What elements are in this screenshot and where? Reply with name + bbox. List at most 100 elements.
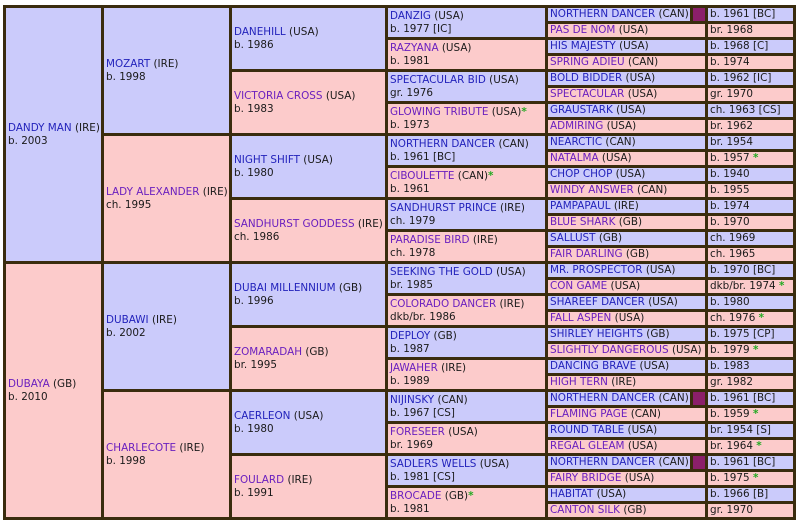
horse-name-link[interactable]: GLOWING TRIBUTE	[390, 105, 489, 118]
horse-name-link[interactable]: CHOP CHOP	[550, 168, 613, 180]
horse-name-link[interactable]: CANTON SILK	[550, 504, 620, 516]
horse-name-link[interactable]: NATALMA	[550, 152, 599, 164]
horse-name-link[interactable]: NORTHERN DANCER	[390, 137, 496, 150]
horse-name-link[interactable]: NEARCTIC	[550, 136, 603, 148]
gen3-horse: SANDHURST GODDESS (IRE) ch. 1986	[229, 197, 388, 264]
horse-info-cell: br. 1954 [S]	[705, 421, 796, 440]
gen5-horse: NORTHERN DANCER (CAN)	[545, 5, 693, 24]
horse-name-link[interactable]: SPRING ADIEU	[550, 56, 625, 68]
horse-info: b. 1989	[390, 374, 430, 387]
horse-name-link[interactable]: FALL ASPEN	[550, 312, 612, 324]
gen3-horse: DANEHILL (USA) b. 1986	[229, 5, 388, 72]
pedigree-row: DUBAYA (GB) b. 2010 DUBAWI (IRE) b. 2002 DUB…	[3, 261, 796, 520]
horse-name-link[interactable]: DUBAYA	[8, 377, 50, 390]
horse-name-link[interactable]: FORESEER	[390, 425, 445, 438]
gen5-horse: SHIRLEY HEIGHTS (GB)	[545, 325, 708, 344]
horse-country: (GB)	[53, 377, 77, 390]
horse-name-link[interactable]: SHIRLEY HEIGHTS	[550, 328, 643, 340]
horse-name-link[interactable]: CIBOULETTE	[390, 169, 455, 182]
horse-info: b. 1955	[710, 184, 750, 196]
horse-name-link[interactable]: ZOMARADAH	[234, 345, 303, 358]
gen4-horse: NIJINSKY (CAN) b. 1967 [CS]	[385, 389, 548, 424]
horse-name-link[interactable]: SPECTACULAR BID	[390, 73, 486, 86]
horse-name-link[interactable]: PAS DE NOM	[550, 24, 616, 36]
horse-info: b. 1998	[106, 454, 146, 467]
horse-name-link[interactable]: RAZYANA	[390, 41, 439, 54]
horse-name-link[interactable]: FOULARD	[234, 473, 285, 486]
horse-info: dkb/br. 1974	[710, 280, 776, 292]
horse-name-link[interactable]: NIGHT SHIFT	[234, 153, 300, 166]
horse-info: br. 1954	[710, 136, 753, 148]
horse-name-link[interactable]: LADY ALEXANDER	[106, 185, 200, 198]
horse-name-link[interactable]: CHARLECOTE	[106, 441, 177, 454]
horse-name-link[interactable]: MR. PROSPECTOR	[550, 264, 643, 276]
gen5-horse: FALL ASPEN (USA)	[545, 309, 708, 328]
horse-country: (USA)	[610, 280, 641, 292]
horse-country: (IRE)	[287, 473, 313, 486]
horse-name-link[interactable]: FAIRY BRIDGE	[550, 472, 622, 484]
horse-country: (USA)	[303, 153, 333, 166]
horse-name-link[interactable]: CON GAME	[550, 280, 608, 292]
horse-info: b. 1998	[106, 70, 146, 83]
horse-name-link[interactable]: VICTORIA CROSS	[234, 89, 323, 102]
horse-name-link[interactable]: DEPLOY	[390, 329, 431, 342]
gen5-horse: CON GAME (USA)	[545, 277, 708, 296]
horse-info: b. 1981	[390, 502, 430, 515]
horse-name-link[interactable]: COLORADO DANCER	[390, 297, 497, 310]
horse-name-link[interactable]: ADMIRING	[550, 120, 604, 132]
horse-country: (IRE)	[202, 185, 228, 198]
horse-name-link[interactable]: ROUND TABLE	[550, 424, 625, 436]
gen5-horse: NEARCTIC (CAN)	[545, 133, 708, 152]
pedigree-row: FAIR DARLING (GB) ch. 1965	[5, 245, 796, 264]
horse-name-link[interactable]: SLIGHTLY DANGEROUS	[550, 344, 669, 356]
horse-name-link[interactable]: PAMPAPAUL	[550, 200, 611, 212]
horse-country: (CAN)	[630, 408, 661, 420]
horse-name-link[interactable]: SHAREEF DANCER	[550, 296, 645, 308]
horse-name-link[interactable]: CAERLEON	[234, 409, 291, 422]
pedigree-row: LADY ALEXANDER (IRE) ch. 1995 NIGHT SHIFT …	[5, 133, 796, 264]
gen5-horse: CANTON SILK (GB)	[545, 501, 708, 520]
horse-name-link[interactable]: NORTHERN DANCER	[550, 392, 656, 404]
gen4-horse: COLORADO DANCER (IRE) dkb/br. 1986	[385, 293, 548, 328]
horse-name-link[interactable]: FLAMING PAGE	[550, 408, 628, 420]
horse-name-link[interactable]: REGAL GLEAM	[550, 440, 625, 452]
horse-name-link[interactable]: DUBAI MILLENNIUM	[234, 281, 336, 294]
horse-name-link[interactable]: SADLERS WELLS	[390, 457, 477, 470]
horse-country: (GB)	[433, 329, 457, 342]
horse-name-link[interactable]: HIGH TERN	[550, 376, 608, 388]
horse-name-link[interactable]: DANCING BRAVE	[550, 360, 637, 372]
horse-country: (GB)	[618, 216, 643, 228]
horse-name-link[interactable]: JAWAHER	[390, 361, 438, 374]
horse-name-link[interactable]: SEEKING THE GOLD	[390, 265, 493, 278]
horse-name-link[interactable]: GRAUSTARK	[550, 104, 613, 116]
horse-name-link[interactable]: SANDHURST GODDESS	[234, 217, 355, 230]
horse-name-link[interactable]: BLUE SHARK	[550, 216, 616, 228]
horse-name-link[interactable]: WINDY ANSWER	[550, 184, 634, 196]
pedigree-row: FALL ASPEN (USA) ch. 1976 *	[5, 309, 796, 328]
horse-name-link[interactable]: SPECTACULAR	[550, 88, 625, 100]
horse-name-link[interactable]: PARADISE BIRD	[390, 233, 470, 246]
horse-info: gr. 1982	[710, 376, 753, 388]
horse-info-cell: ch. 1965	[705, 245, 796, 264]
star-icon: *	[468, 489, 474, 502]
horse-name-link[interactable]: NORTHERN DANCER	[550, 8, 656, 20]
horse-country: (USA)	[325, 89, 356, 102]
horse-name-link[interactable]: SALLUST	[550, 232, 596, 244]
horse-info-cell: b. 1961 [BC]	[705, 453, 796, 472]
horse-name-link[interactable]: DANZIG	[390, 9, 431, 22]
horse-name-link[interactable]: HIS MAJESTY	[550, 40, 616, 52]
horse-name-link[interactable]: BROCADE	[390, 489, 442, 502]
horse-name-link[interactable]: DANEHILL	[234, 25, 286, 38]
horse-name-link[interactable]: SANDHURST PRINCE	[390, 201, 497, 214]
horse-name-link[interactable]: NIJINSKY	[390, 393, 435, 406]
horse-name-link[interactable]: HABITAT	[550, 488, 594, 500]
horse-name-link[interactable]: BOLD BIDDER	[550, 72, 623, 84]
pedigree-row: CANTON SILK (GB) gr. 1970	[5, 501, 796, 520]
horse-name-link[interactable]: FAIR DARLING	[550, 248, 623, 260]
horse-name-link[interactable]: DUBAWI	[106, 313, 149, 326]
horse-info: br. 1962	[710, 120, 753, 132]
horse-name-link[interactable]: DANDY MAN	[8, 121, 72, 134]
horse-name-link[interactable]: MOZART	[106, 57, 151, 70]
horse-info: dkb/br. 1986	[390, 310, 456, 323]
horse-name-link[interactable]: NORTHERN DANCER	[550, 456, 656, 468]
